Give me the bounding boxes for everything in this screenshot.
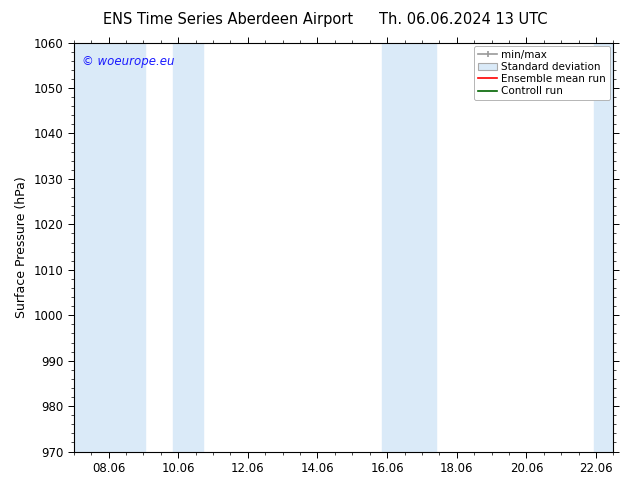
Text: © woeurope.eu: © woeurope.eu xyxy=(82,55,174,68)
Bar xyxy=(74,43,145,452)
Bar xyxy=(594,43,614,452)
Bar xyxy=(173,43,202,452)
Y-axis label: Surface Pressure (hPa): Surface Pressure (hPa) xyxy=(15,176,28,318)
Legend: min/max, Standard deviation, Ensemble mean run, Controll run: min/max, Standard deviation, Ensemble me… xyxy=(474,46,611,100)
Bar xyxy=(382,43,436,452)
Text: ENS Time Series Aberdeen Airport: ENS Time Series Aberdeen Airport xyxy=(103,12,353,27)
Text: Th. 06.06.2024 13 UTC: Th. 06.06.2024 13 UTC xyxy=(378,12,547,27)
